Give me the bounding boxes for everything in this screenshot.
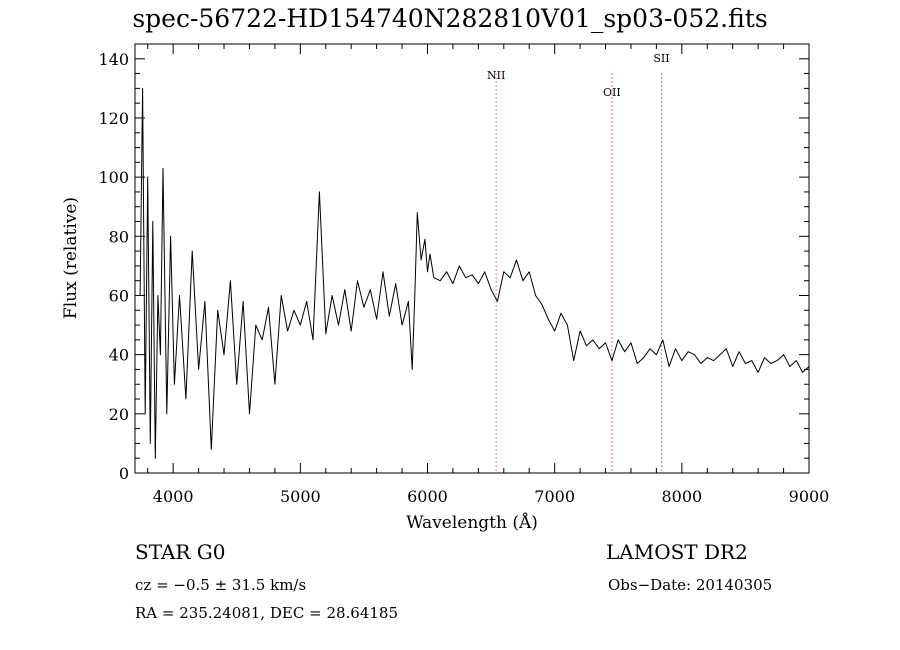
line-label-nii: NII: [487, 69, 505, 82]
obs-date: Obs−Date: 20140305: [608, 576, 773, 594]
axis-ticks: [135, 43, 810, 474]
x-tick-label: 6000: [407, 487, 448, 506]
x-tick-label: 8000: [661, 487, 702, 506]
y-tick-label: 40: [109, 346, 129, 365]
object-class: STAR G0: [135, 540, 226, 564]
chart-title: spec-56722-HD154740N282810V01_sp03-052.f…: [132, 4, 768, 33]
tick-labels: 4000 5000 6000 7000 8000 9000 0 20 40 60 80 100 120 1…: [98, 50, 829, 506]
x-axis-label: Wavelength (Å): [406, 512, 538, 533]
y-tick-label: 0: [119, 464, 129, 483]
plot-frame: [134, 43, 810, 474]
y-tick-label: 60: [109, 286, 129, 305]
x-tick-label: 9000: [789, 487, 830, 506]
y-tick-label: 140: [98, 50, 129, 69]
x-tick-label: 4000: [153, 487, 194, 506]
survey-name: LAMOST DR2: [606, 540, 748, 564]
y-tick-label: 80: [109, 227, 129, 246]
line-label-sii: SII: [653, 52, 669, 65]
redshift-cz: cz = −0.5 ± 31.5 km/s: [135, 576, 307, 594]
ra-dec: RA = 235.24081, DEC = 28.64185: [135, 604, 399, 622]
y-tick-label: 20: [109, 405, 129, 424]
line-label-oii: OII: [603, 86, 621, 99]
y-axis-label: Flux (relative): [61, 197, 81, 319]
y-tick-label: 100: [98, 168, 129, 187]
x-tick-label: 5000: [280, 487, 321, 506]
x-tick-label: 7000: [534, 487, 575, 506]
spectrum-line: [139, 87, 810, 459]
y-tick-label: 120: [98, 109, 129, 128]
emission-lines: NII OII SII: [487, 52, 670, 473]
